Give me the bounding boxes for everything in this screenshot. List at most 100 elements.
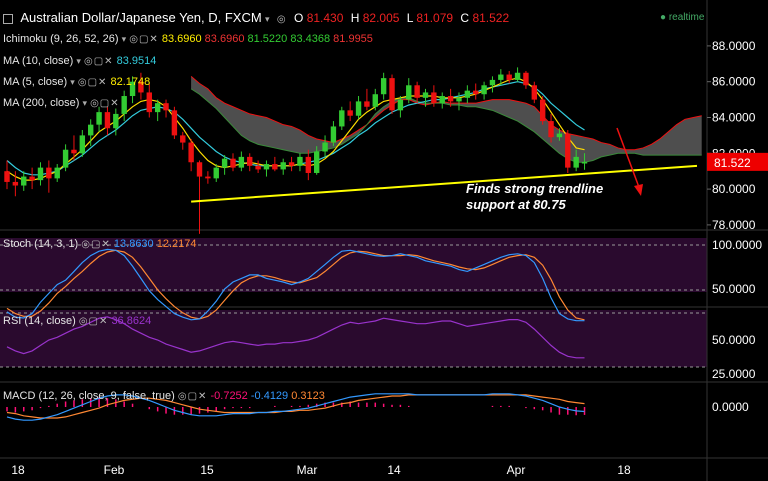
macd-label[interactable]: MACD (12, 26, close, 9, false, true)	[3, 390, 175, 402]
indicator-controls-icon[interactable]: ◎▢✕	[78, 316, 109, 327]
stoch-d-line	[6, 249, 585, 321]
indicator-controls-icon[interactable]: ◎▢✕	[90, 98, 120, 109]
ma5-label[interactable]: MA (5, close)	[3, 76, 68, 88]
candle-body	[565, 133, 571, 168]
cloud-upper-span	[190, 75, 702, 151]
candle-body	[422, 92, 429, 98]
stoch-tick-label: 50.0000	[712, 282, 756, 296]
candle-body	[230, 158, 236, 168]
candle-body	[54, 167, 60, 179]
support-trendline	[191, 164, 698, 203]
candle-body	[46, 167, 52, 179]
header-bar: Australian Dollar/Japanese Yen, D, FXCM …	[3, 10, 509, 25]
candle-body	[121, 96, 127, 114]
stoch-legend[interactable]: Stoch (14, 3, 1) ◎▢✕ 13.8630 12.2174	[3, 238, 197, 250]
rsi-tick-label: 25.0000	[712, 367, 756, 381]
price-tick-label: 84.0000	[712, 111, 756, 125]
dropdown-icon[interactable]: ▾	[82, 98, 88, 108]
ichimoku-value-3: 81.5220	[247, 33, 288, 45]
ma10-legend[interactable]: MA (10, close) ▾ ◎▢✕ 83.9514	[3, 55, 156, 67]
rsi-line	[6, 316, 585, 359]
candle-body	[104, 112, 111, 129]
rsi-label[interactable]: RSI (14, close)	[3, 315, 76, 327]
rsi-band	[0, 310, 707, 367]
macd-tick-label: 0.0000	[712, 400, 749, 414]
ma200-legend[interactable]: MA (200, close) ▾ ◎▢✕	[3, 97, 120, 109]
ma10-value: 83.9514	[116, 55, 157, 67]
x-tick-label: 18	[617, 463, 631, 477]
stoch-k-value: 13.8630	[113, 238, 154, 250]
collapse-icon[interactable]	[3, 13, 13, 24]
stoch-d-value: 12.2174	[156, 238, 197, 250]
ma200-label[interactable]: MA (200, close)	[3, 97, 80, 109]
candle-body	[372, 94, 378, 107]
l-label: L	[406, 11, 414, 25]
candle-body	[272, 164, 278, 170]
candle-body	[196, 162, 203, 177]
dropdown-icon[interactable]: ▾	[70, 77, 75, 87]
candle-body	[439, 96, 445, 104]
series-controls-icon[interactable]: ◎	[276, 14, 287, 25]
price-tick-label: 88.0000	[712, 39, 756, 53]
indicator-controls-icon[interactable]: ◎▢✕	[129, 34, 159, 45]
ichimoku-value-4: 83.4368	[290, 33, 331, 45]
down-arrow-head	[634, 184, 643, 196]
stoch-band	[0, 238, 707, 292]
dropdown-icon[interactable]: ▾	[76, 56, 81, 66]
candle-body	[79, 135, 86, 154]
candle-body	[456, 97, 462, 102]
macd-line	[6, 393, 585, 421]
o-value: 81.430	[306, 11, 344, 25]
x-tick-label: 18	[11, 463, 25, 477]
candle-body	[213, 167, 219, 179]
candle-body	[489, 79, 496, 86]
price-tick-label: 86.0000	[712, 75, 756, 89]
candle-body	[355, 101, 362, 116]
indicator-controls-icon[interactable]: ◎▢✕	[77, 77, 108, 88]
candle-body	[581, 161, 588, 164]
candle-body	[556, 133, 563, 138]
indicator-controls-icon[interactable]: ◎▢✕	[177, 391, 208, 402]
down-arrow-shaft	[616, 127, 641, 191]
l-value: 81.079	[416, 11, 454, 25]
symbol-title[interactable]: Australian Dollar/Japanese Yen, D, FXCM	[20, 10, 262, 25]
ma5-legend[interactable]: MA (5, close) ▾ ◎▢✕ 82.1748	[3, 76, 150, 88]
macd-signal-value: 0.3123	[291, 390, 325, 402]
ichimoku-label[interactable]: Ichimoku (9, 26, 52, 26)	[3, 33, 119, 45]
indicator-controls-icon[interactable]: ◎▢✕	[83, 56, 114, 67]
candle-body	[431, 92, 437, 104]
candle-body	[506, 74, 512, 80]
ichimoku-legend[interactable]: Ichimoku (9, 26, 52, 26) ▾ ◎▢✕ 83.6960 8…	[3, 33, 373, 45]
candle-body	[247, 156, 253, 166]
candle-body	[188, 142, 194, 163]
candle-body	[523, 72, 529, 86]
candle-body	[481, 85, 487, 95]
indicator-controls-icon[interactable]: ◎▢✕	[81, 239, 111, 250]
candle-body	[37, 167, 44, 181]
rsi-value: 36.8624	[111, 315, 152, 327]
dropdown-icon[interactable]: ▾	[121, 34, 127, 44]
candle-body	[464, 90, 471, 98]
ichimoku-value-5: 81.9955	[333, 33, 373, 45]
candle-body	[4, 171, 10, 182]
candle-body	[313, 151, 320, 173]
candle-body	[71, 149, 77, 154]
ma10-label[interactable]: MA (10, close)	[3, 55, 74, 67]
candle-body	[573, 156, 579, 168]
stoch-label[interactable]: Stoch (14, 3, 1)	[3, 238, 79, 250]
macd-legend[interactable]: MACD (12, 26, close, 9, false, true) ◎▢✕…	[3, 390, 325, 402]
rsi-legend[interactable]: RSI (14, close) ◎▢✕ 36.8624	[3, 315, 151, 327]
annotation-line-2: support at 80.75	[466, 197, 566, 212]
macd-hist-value: -0.7252	[210, 390, 248, 402]
candle-body	[339, 110, 345, 127]
candle-body	[280, 162, 286, 170]
dropdown-icon[interactable]: ▾	[265, 14, 270, 24]
candle-body	[514, 72, 521, 80]
trendline-annotation: Finds strong trendline support at 80.75	[466, 181, 603, 213]
candle-body	[347, 110, 353, 116]
candle-body	[180, 135, 186, 143]
candle-body	[146, 92, 152, 113]
candle-body	[548, 121, 554, 138]
candle-body	[138, 81, 144, 93]
